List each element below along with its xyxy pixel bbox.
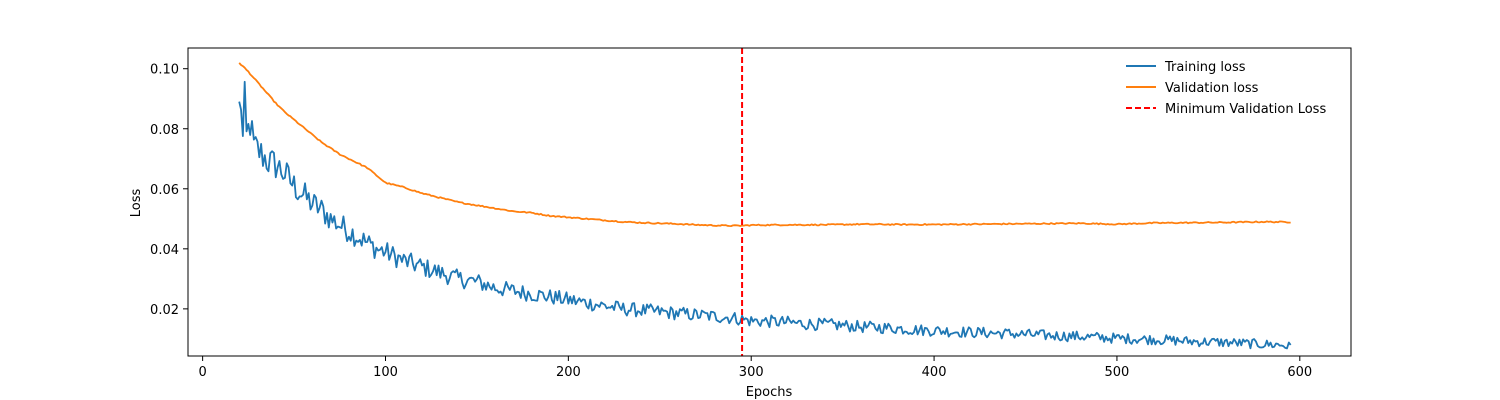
series-line-validation-loss: [238, 62, 1291, 228]
y-tick-label: 0.08: [150, 123, 179, 138]
legend-label-min-val: Minimum Validation Loss: [1165, 102, 1326, 117]
y-axis: 0.02 0.04 0.06 0.08 0.10: [150, 63, 188, 318]
x-tick-label: 0: [198, 365, 206, 380]
x-tick-label: 200: [556, 365, 581, 380]
x-tick-label: 500: [1105, 365, 1130, 380]
plot-frame: [187, 47, 1352, 357]
y-tick-label: 0.10: [150, 63, 179, 78]
x-axis-label: Epochs: [746, 385, 793, 400]
y-tick-label: 0.02: [150, 303, 179, 318]
x-tick-label: 400: [922, 365, 947, 380]
y-tick-label: 0.06: [150, 183, 179, 198]
legend-label-validation: Validation loss: [1165, 81, 1259, 96]
x-tick-label: 300: [739, 365, 764, 380]
legend-label-training: Training loss: [1164, 60, 1246, 75]
series-line-training-loss: [238, 80, 1292, 350]
y-axis-label: Loss: [129, 189, 144, 218]
x-axis: 0 100 200 300 400 500 600: [198, 356, 1312, 380]
series-layer: [238, 62, 1292, 350]
legend: Training loss Validation loss Minimum Va…: [1126, 60, 1326, 117]
y-tick-label: 0.04: [150, 243, 179, 258]
x-tick-label: 100: [373, 365, 398, 380]
x-tick-label: 600: [1287, 365, 1312, 380]
